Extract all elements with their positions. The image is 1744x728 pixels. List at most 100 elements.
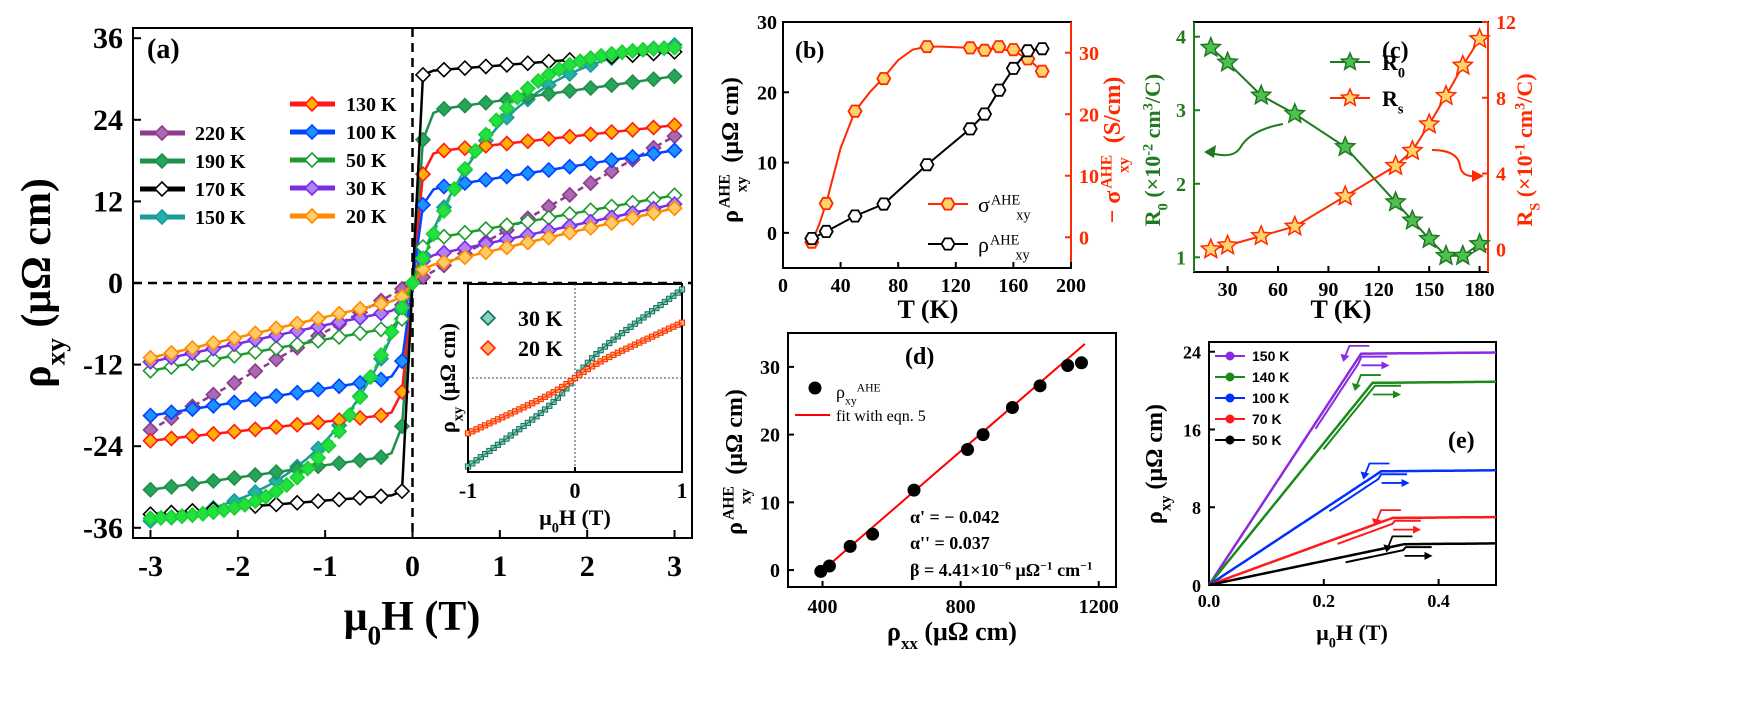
legend-label-part-0: ρ (978, 232, 989, 257)
data-point (804, 231, 820, 246)
y-right-axis-label-part-4: cm (1512, 110, 1537, 144)
data-point (289, 494, 306, 511)
data-point (1249, 224, 1273, 246)
arrow-back-head (1371, 518, 1381, 527)
legend-label: 220 K (195, 123, 246, 145)
y-axis-label-part-2: (μΩ cm) (14, 178, 60, 338)
data-point (414, 131, 432, 148)
data-point (330, 314, 348, 331)
y-axis-label: ρ AHExy (μΩ cm) (721, 389, 755, 535)
data-point (310, 449, 327, 467)
data-point (351, 388, 369, 406)
arrow-left (1207, 123, 1284, 157)
data-point (310, 332, 327, 349)
data-point (268, 387, 285, 405)
data-point (456, 174, 474, 192)
y-tick-label: -24 (83, 430, 123, 463)
legend-marker (1225, 435, 1235, 445)
series-line (1207, 351, 1496, 586)
y-left-axis-label-part-2: (×10 (1140, 156, 1165, 203)
legend-marker (303, 151, 321, 169)
series-70K: 70 K (1208, 411, 1496, 587)
data-point (330, 491, 348, 508)
data-point (919, 40, 935, 54)
data-point (184, 339, 201, 357)
data-point (414, 250, 432, 267)
x-axis-label-part-1: 0 (368, 621, 382, 651)
inset-y-label-part-1: xy (451, 406, 467, 421)
series-100K (142, 142, 683, 424)
x-tick-label: 1200 (1079, 596, 1119, 618)
y-tick-label: 36 (93, 22, 123, 55)
data-point (425, 225, 442, 243)
y-right-axis-label: − σ AHExy (S/cm) (1099, 77, 1133, 224)
arrow-left-head (1204, 145, 1216, 158)
data-point (163, 358, 180, 376)
data-point (1417, 112, 1441, 134)
y-tick-label: 0 (108, 267, 123, 300)
data-point (393, 299, 411, 316)
data-point (540, 229, 557, 246)
data-point (435, 61, 453, 78)
data-point (435, 253, 453, 271)
data-point (530, 72, 547, 90)
x-axis-label: ρxx (μΩ cm) (887, 617, 1017, 653)
data-point (299, 460, 316, 477)
data-point (1216, 233, 1239, 256)
data-point (268, 463, 285, 481)
data-point (456, 160, 474, 178)
data-point (226, 347, 243, 364)
x-axis-label: T (K) (898, 295, 959, 324)
arrow-back-head (1340, 353, 1350, 362)
x-axis-label-part-0: μ (344, 594, 368, 640)
legend-label-part-2: xy (1016, 208, 1031, 224)
x-tick-label: 60 (1268, 279, 1288, 301)
y-right-tick-label: 20 (1079, 104, 1099, 126)
y-right-tick-label: 10 (1079, 166, 1099, 188)
plot-frame (1208, 341, 1497, 586)
data-point (330, 305, 348, 322)
y-left-axis-label-part-1: 0 (1156, 203, 1172, 210)
data-point (519, 133, 536, 150)
data-point (1451, 243, 1475, 266)
data-point (247, 343, 264, 361)
data-point (1074, 356, 1088, 370)
y-tick-label: 0 (770, 560, 780, 582)
data-point (498, 56, 515, 73)
y-left-axis-label: R0 (×10-2 cm3/C) (1140, 74, 1172, 226)
y-axis-label-part-1: AHE (721, 486, 738, 520)
annot-beta-part-2: μΩ (1011, 560, 1040, 580)
y-left-axis-label-part-1: AHE (717, 174, 734, 208)
data-point (498, 239, 515, 256)
data-point (393, 310, 411, 328)
x-tick-label: 120 (1364, 279, 1394, 301)
panel-label: (e) (1448, 428, 1475, 454)
y-left-tick-label: 1 (1176, 247, 1186, 269)
data-point (477, 220, 495, 238)
legend-label: 130 K (346, 94, 397, 116)
data-point (847, 104, 863, 118)
arrow-forward-head (1381, 361, 1390, 370)
y-tick-label: 16 (1183, 420, 1201, 440)
data-point (603, 214, 620, 232)
annot-beta: β = 4.41×10−6 μΩ−1 cm−1 (910, 560, 1093, 580)
arrow-back-head (1360, 471, 1370, 480)
data-point (247, 466, 264, 484)
data-point (582, 79, 599, 97)
data-point (666, 142, 683, 159)
legend-label: R0 (1382, 50, 1405, 82)
data-point (477, 244, 495, 261)
legend-marker (1225, 393, 1235, 403)
legend-label-part-1: AHE (991, 192, 1021, 208)
legend-label: 140 K (1252, 369, 1289, 385)
series-points (814, 356, 1088, 578)
y-tick-label: 8 (1192, 498, 1201, 518)
legend-label: ρxyAHE (836, 382, 881, 408)
data-point (582, 219, 599, 236)
x-tick-label: 30 (1218, 279, 1238, 301)
data-point (247, 362, 264, 380)
data-point (876, 197, 892, 211)
